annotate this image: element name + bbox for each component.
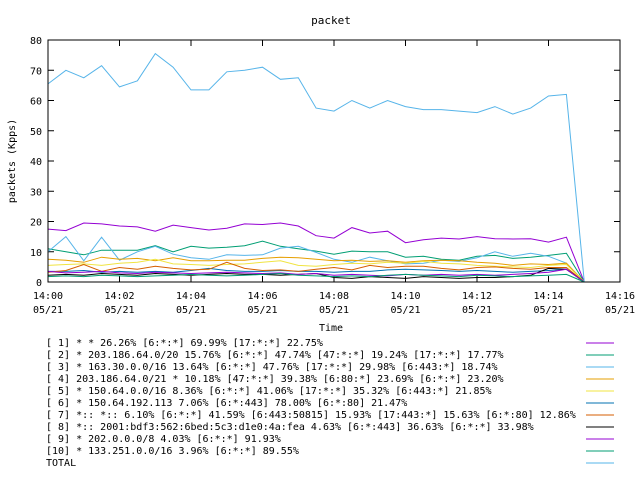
series-line-5 [47,258,585,283]
chart-title: packet [311,14,351,27]
legend-entry-7: [ 7] *:: *:: 6.10% [6:*:*] 41.59% [6:443… [46,410,576,421]
series-line-11 [47,52,585,283]
x-tick-date: 05/21 [605,305,635,316]
x-tick-label: 14:06 [247,291,277,302]
y-tick-label: 70 [30,66,42,77]
legend-entry-11: TOTAL [46,458,76,469]
x-tick-date: 05/21 [462,305,492,316]
x-tick-date: 05/21 [104,305,134,316]
x-tick-label: 14:08 [319,291,349,302]
legend-entry-2: [ 2] * 203.186.64.0/20 15.76% [6:*:*] 47… [46,350,504,361]
x-tick-label: 14:14 [533,291,563,302]
x-axis-label: Time [319,323,343,334]
legend-entry-9: [ 9] * 202.0.0.0/8 4.03% [6:*:*] 91.93% [46,434,281,445]
legend-entry-4: [ 4] 203.186.64.0/21 * 10.18% [47:*:*] 3… [46,374,504,385]
x-tick-label: 14:10 [390,291,420,302]
series-line-4 [47,256,585,283]
x-tick-date: 05/21 [319,305,349,316]
series-line-6 [48,267,585,283]
series-line-9 [47,268,585,283]
y-tick-label: 10 [30,248,42,259]
legend-entry-10: [10] * 133.251.0.0/16 3.96% [6:*:*] 89.5… [46,446,299,457]
legend-entry-3: [ 3] * 163.30.0.0/16 13.64% [6:*:*] 47.7… [46,362,498,373]
series-line-10 [47,272,585,283]
y-axis-label: packets (Kpps) [7,119,18,203]
y-tick-label: 80 [30,36,42,47]
legend-entry-8: [ 8] *:: 2001:bdf3:562:6bed:5c3:d1e0:4a:… [46,422,534,433]
y-tick-label: 30 [30,187,42,198]
y-tick-label: 0 [36,278,42,289]
plot-frame [47,39,621,283]
x-tick-date: 05/21 [33,305,63,316]
y-tick-label: 60 [30,97,42,108]
x-tick-date: 05/21 [390,305,420,316]
x-tick-label: 14:04 [176,291,206,302]
legend-entry-1: [ 1] * * 26.26% [6:*:*] 69.99% [17:*:*] … [46,338,323,349]
x-tick-label: 14:12 [462,291,492,302]
series-line-1 [47,222,585,283]
x-tick-label: 14:00 [33,291,63,302]
y-tick-label: 20 [30,218,42,229]
legend-entry-6: [ 6] * 150.64.192.113 7.06% [6:*:443] 78… [46,398,407,409]
y-tick-label: 50 [30,127,42,138]
x-tick-label: 14:02 [104,291,134,302]
legend-entry-5: [ 5] * 150.64.0.0/16 8.36% [6:*:*] 41.06… [46,386,492,397]
x-tick-date: 05/21 [247,305,277,316]
x-tick-date: 05/21 [176,305,206,316]
series-line-7 [47,261,585,283]
series-line-3 [47,235,585,283]
y-tick-label: 40 [30,157,42,168]
x-tick-label: 14:16 [605,291,635,302]
x-tick-date: 05/21 [533,305,563,316]
series-line-2 [47,240,585,283]
